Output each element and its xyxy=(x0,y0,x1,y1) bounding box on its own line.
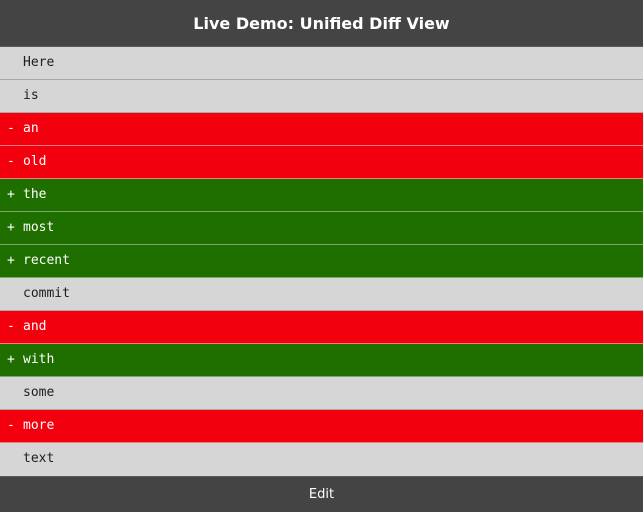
footer-bar: Edit xyxy=(0,476,643,512)
diff-line-context: is xyxy=(0,80,643,113)
diff-line-text: with xyxy=(23,352,55,367)
diff-line-text: and xyxy=(23,319,47,334)
diff-line-text: the xyxy=(23,187,47,202)
diff-marker: + xyxy=(7,220,15,235)
diff-line-context: commit xyxy=(0,278,643,311)
diff-marker: + xyxy=(7,253,15,268)
diff-marker: - xyxy=(7,121,15,136)
diff-line-text: recent xyxy=(23,253,70,268)
diff-line-text: more xyxy=(23,418,55,433)
diff-line-added: + most xyxy=(0,212,643,245)
header-bar: Live Demo: Unified Diff View xyxy=(0,0,643,47)
diff-line-text: an xyxy=(23,121,39,136)
diff-marker: + xyxy=(7,352,15,367)
diff-line-context: text xyxy=(0,443,643,476)
diff-line-removed: - an xyxy=(0,113,643,146)
diff-line-added: + recent xyxy=(0,245,643,278)
page-title: Live Demo: Unified Diff View xyxy=(193,13,450,33)
diff-line-text: text xyxy=(23,451,55,466)
diff-line-context: some xyxy=(0,377,643,410)
diff-marker: - xyxy=(7,154,15,169)
diff-line-text: Here xyxy=(23,55,55,70)
diff-line-text: most xyxy=(23,220,55,235)
diff-line-context: Here xyxy=(0,47,643,80)
edit-button[interactable]: Edit xyxy=(299,483,344,506)
diff-line-added: + the xyxy=(0,179,643,212)
diff-marker: - xyxy=(7,319,15,334)
diff-marker: - xyxy=(7,418,15,433)
diff-line-text: some xyxy=(23,385,55,400)
diff-view: Here is - an - old + the + most + recent comm… xyxy=(0,47,643,476)
diff-line-text: commit xyxy=(23,286,70,301)
diff-line-removed: - and xyxy=(0,311,643,344)
diff-line-removed: - more xyxy=(0,410,643,443)
diff-marker: + xyxy=(7,187,15,202)
diff-line-text: is xyxy=(23,88,39,103)
diff-line-added: + with xyxy=(0,344,643,377)
diff-line-removed: - old xyxy=(0,146,643,179)
diff-line-text: old xyxy=(23,154,47,169)
